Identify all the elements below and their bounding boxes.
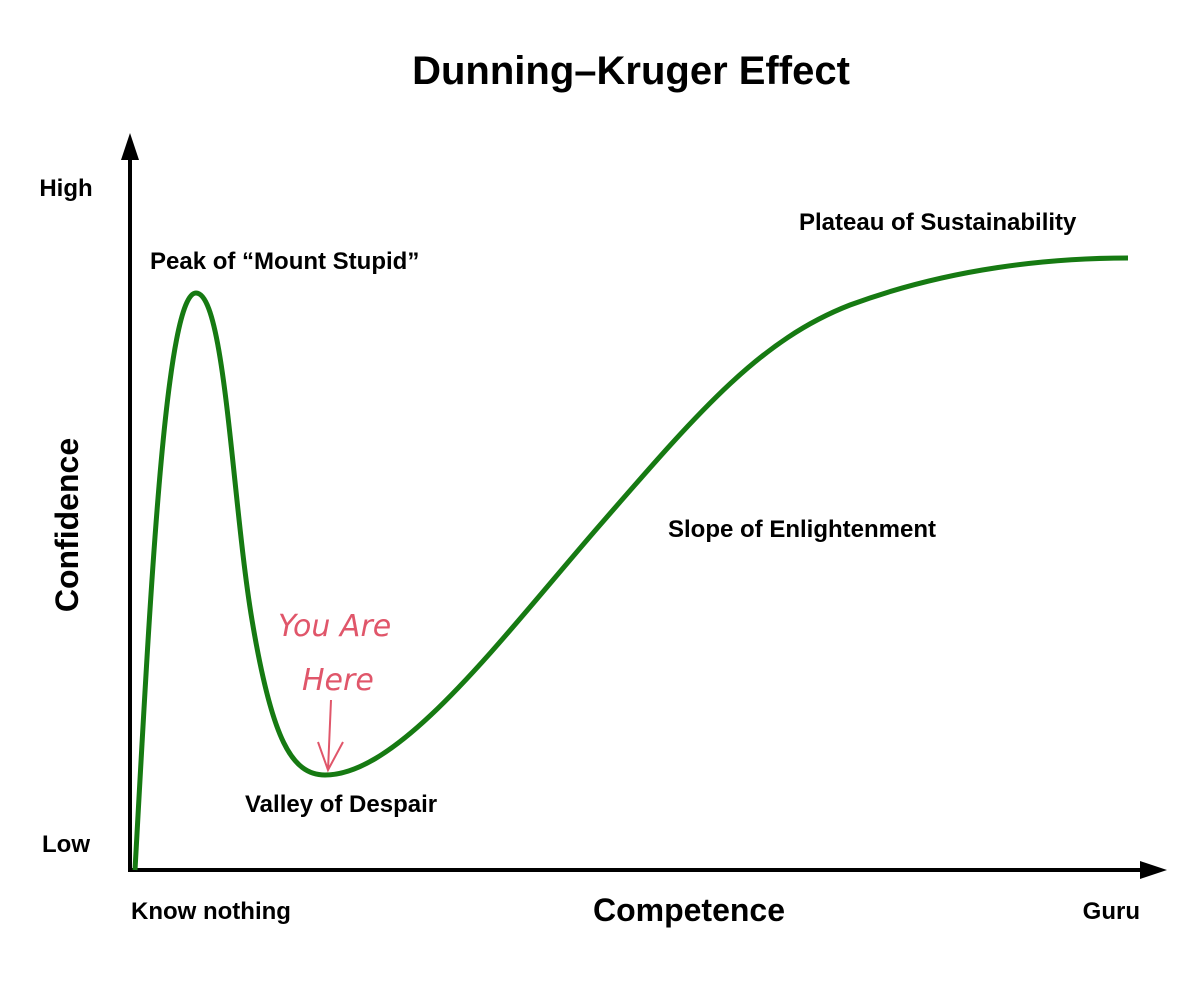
y-axis-label: Confidence [49,438,85,612]
y-high-label: High [39,175,92,202]
y-axis-arrow [121,133,139,160]
title: Dunning–Kruger Effect [412,49,850,93]
peak-label: Peak of “Mount Stupid” [150,248,419,275]
x-axis-arrow [1140,861,1167,879]
x-axis-label: Competence [593,892,785,928]
x-end-label: Guru [1083,898,1140,925]
plateau-label: Plateau of Sustainability [799,209,1077,236]
note-arrow [317,699,344,773]
valley-label: Valley of Despair [245,791,437,818]
slope-label: Slope of Enlightenment [668,516,936,543]
confidence-curve [132,255,1129,871]
note-line: You Are [278,609,391,644]
y-low-label: Low [42,831,90,858]
x-start-label: Know nothing [131,898,291,925]
note-line: Here [302,663,374,698]
